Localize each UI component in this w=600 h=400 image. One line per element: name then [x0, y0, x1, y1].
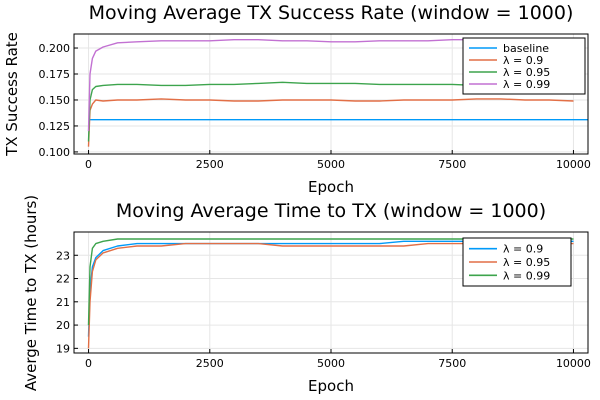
chart-bottom-ytick-label: 20 — [56, 319, 70, 332]
chart-bottom-legend-label: λ = 0.95 — [503, 256, 550, 269]
chart-top-ylabel: TX Success Rate — [3, 32, 21, 157]
chart-top-xtick-label: 10000 — [556, 158, 591, 171]
chart-top-xtick-label: 2500 — [196, 158, 224, 171]
chart-bottom: 0 2500 5000 7500 10000 19 20 21 22 23 Moving Aver… — [22, 195, 591, 395]
chart-bottom-ytick-label: 23 — [56, 249, 70, 262]
chart-top-legend-label: baseline — [503, 42, 549, 55]
chart-bottom-ytick-label: 19 — [56, 342, 70, 355]
chart-top-ytick-label: 0.125 — [39, 120, 71, 133]
chart-top-xtick-label: 5000 — [317, 158, 345, 171]
chart-bottom-legend-label: λ = 0.99 — [503, 269, 550, 282]
chart-top-xtick-label: 0 — [85, 158, 92, 171]
chart-bottom-ylabel: Averge Time to TX (hours) — [22, 195, 40, 391]
chart-bottom-ticks: 0 2500 5000 7500 10000 19 20 21 22 23 — [56, 249, 591, 370]
chart-bottom-title: Moving Average Time to TX (window = 1000… — [116, 200, 546, 222]
chart-top-ytick-label: 0.150 — [39, 94, 71, 107]
chart-top-legend-label: λ = 0.95 — [503, 66, 550, 79]
chart-top-xlabel: Epoch — [308, 178, 354, 196]
chart-top-ytick-label: 0.100 — [39, 146, 71, 159]
chart-top-ytick-label: 0.200 — [39, 42, 71, 55]
chart-top: 0 2500 5000 7500 10000 0.100 0.125 0.150 0.175 0.… — [3, 2, 591, 196]
chart-bottom-xtick-label: 5000 — [317, 357, 345, 370]
chart-bottom-legend: λ = 0.9λ = 0.95λ = 0.99 — [462, 237, 572, 287]
chart-top-xtick-label: 7500 — [438, 158, 466, 171]
chart-top-legend-label: λ = 0.9 — [503, 54, 543, 67]
chart-bottom-xtick-label: 10000 — [556, 357, 591, 370]
chart-top-ticks: 0 2500 5000 7500 10000 0.100 0.125 0.150 0.175 0.… — [39, 42, 591, 171]
chart-top-series-line-0-9 — [87, 98, 574, 147]
chart-bottom-legend-label: λ = 0.9 — [503, 243, 543, 256]
chart-bottom-ytick-label: 22 — [56, 273, 70, 286]
chart-bottom-ytick-label: 21 — [56, 296, 70, 309]
chart-top-ytick-label: 0.175 — [39, 68, 71, 81]
chart-bottom-xlabel: Epoch — [308, 377, 354, 395]
chart-bottom-xtick-label: 0 — [85, 357, 92, 370]
chart-bottom-xtick-label: 2500 — [196, 357, 224, 370]
chart-top-legend-label: λ = 0.99 — [503, 78, 550, 91]
chart-bottom-xtick-label: 7500 — [438, 357, 466, 370]
chart-top-title: Moving Average TX Success Rate (window =… — [89, 2, 574, 24]
